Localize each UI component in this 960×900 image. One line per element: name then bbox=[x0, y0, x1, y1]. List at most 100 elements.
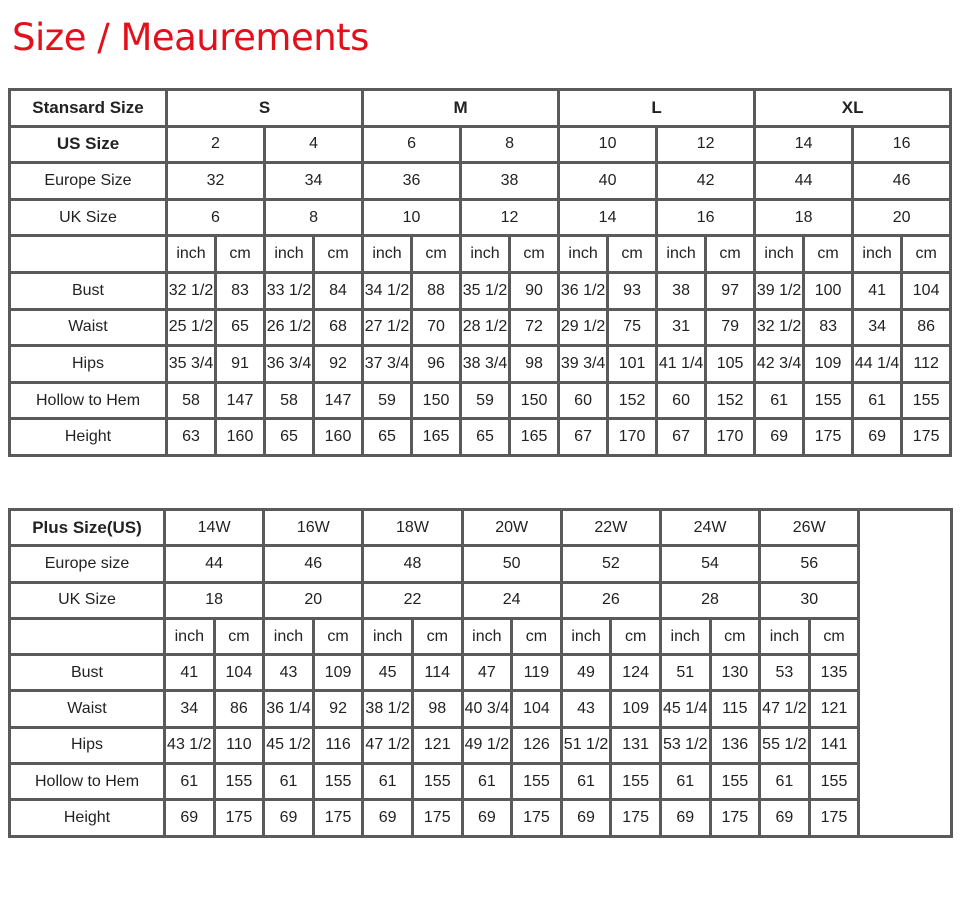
measurement-cell: 61 bbox=[758, 762, 811, 802]
unit-label: cm bbox=[510, 616, 563, 657]
measurement-cell: 34 1/2 bbox=[361, 270, 414, 311]
measurement-cell: 121 bbox=[410, 725, 464, 766]
size-cell: 28 bbox=[658, 580, 762, 620]
unit-label: cm bbox=[704, 234, 757, 274]
measurement-cell: 119 bbox=[510, 653, 563, 693]
measurement-cell: 39 3/4 bbox=[557, 344, 610, 384]
measurement-cell: 60 bbox=[557, 380, 610, 421]
measurement-cell: 155 bbox=[708, 762, 762, 802]
measurement-cell: 44 1/4 bbox=[851, 344, 904, 384]
measurement-row: Hips 35 3/4 91 36 3/4 92 37 3/4 96 38 3/4 98 39 3… bbox=[8, 344, 953, 384]
size-cell: 18 bbox=[753, 197, 855, 238]
unit-label: inch bbox=[459, 234, 512, 274]
measurement-cell: 105 bbox=[704, 344, 757, 384]
page-title: Size / Meaurements bbox=[12, 16, 369, 59]
unit-label: cm bbox=[802, 234, 855, 274]
measurement-cell: 147 bbox=[214, 380, 266, 421]
size-row: Europe size 44 46 48 50 52 54 56 bbox=[8, 544, 952, 584]
measurement-cell: 35 1/2 bbox=[459, 270, 512, 311]
unit-label: cm bbox=[311, 616, 365, 657]
size-cell: 16 bbox=[655, 197, 757, 238]
size-cell: 10 bbox=[361, 197, 463, 238]
measurement-cell: 121 bbox=[807, 689, 861, 729]
measurement-cell: 69 bbox=[262, 798, 315, 838]
row-label: Bust bbox=[8, 270, 168, 311]
measurement-cell: 109 bbox=[311, 653, 365, 693]
measurement-cell: 175 bbox=[410, 798, 464, 838]
measurement-cell: 69 bbox=[753, 417, 806, 457]
unit-label: cm bbox=[708, 616, 762, 657]
measurement-cell: 53 1/2 bbox=[658, 725, 712, 766]
size-header: 24W bbox=[658, 507, 762, 548]
size-header: 16W bbox=[262, 507, 365, 548]
size-cell: 48 bbox=[361, 544, 464, 584]
measurement-cell: 109 bbox=[802, 344, 855, 384]
measurement-cell: 31 bbox=[655, 307, 708, 348]
measurement-cell: 61 bbox=[753, 380, 806, 421]
row-label: Hollow to Hem bbox=[8, 380, 168, 421]
measurement-cell: 59 bbox=[459, 380, 512, 421]
size-cell: 40 bbox=[557, 161, 659, 201]
measurement-cell: 92 bbox=[311, 689, 365, 729]
measurement-cell: 160 bbox=[214, 417, 266, 457]
unit-label: cm bbox=[410, 616, 464, 657]
unit-label: inch bbox=[460, 616, 514, 657]
unit-label: inch bbox=[165, 234, 217, 274]
row-label: Waist bbox=[8, 307, 168, 348]
measurement-row: Hollow to Hem 58 147 58 147 59 150 59 150 60 152 60… bbox=[8, 380, 953, 421]
measurement-cell: 79 bbox=[704, 307, 757, 348]
measurement-cell: 49 bbox=[559, 653, 613, 693]
measurement-cell: 175 bbox=[807, 798, 861, 838]
unit-label: cm bbox=[609, 616, 662, 657]
blank-column bbox=[857, 508, 954, 838]
unit-label: cm bbox=[900, 234, 953, 274]
unit-label: inch bbox=[753, 234, 806, 274]
measurement-cell: 43 bbox=[559, 689, 613, 729]
measurement-cell: 61 bbox=[559, 762, 613, 802]
measurement-cell: 175 bbox=[510, 798, 563, 838]
size-header: 26W bbox=[758, 507, 861, 548]
unit-label: inch bbox=[557, 234, 610, 274]
measurement-cell: 65 bbox=[214, 307, 266, 348]
group-header-row: Stansard Size S M L XL bbox=[8, 88, 953, 128]
measurement-cell: 36 1/2 bbox=[557, 270, 610, 311]
measurement-cell: 65 bbox=[459, 417, 512, 457]
measurement-cell: 155 bbox=[609, 762, 662, 802]
size-cell: 14 bbox=[753, 124, 855, 165]
measurement-cell: 155 bbox=[311, 762, 365, 802]
measurement-cell: 175 bbox=[708, 798, 762, 838]
measurement-cell: 67 bbox=[557, 417, 610, 457]
measurement-cell: 150 bbox=[410, 380, 463, 421]
row-label: Waist bbox=[8, 689, 166, 729]
size-cell: 44 bbox=[753, 161, 855, 201]
measurement-cell: 86 bbox=[900, 307, 953, 348]
measurement-cell: 98 bbox=[508, 344, 561, 384]
size-cell: 54 bbox=[658, 544, 762, 584]
size-cell: 14 bbox=[557, 197, 659, 238]
measurement-cell: 61 bbox=[460, 762, 514, 802]
measurement-row: Hollow to Hem 61 155 61 155 61 155 61 155 61 155 61… bbox=[8, 762, 952, 802]
measurement-cell: 32 1/2 bbox=[165, 270, 217, 311]
measurement-cell: 60 bbox=[655, 380, 708, 421]
size-cell: 42 bbox=[655, 161, 757, 201]
measurement-cell: 67 bbox=[655, 417, 708, 457]
measurement-row: Height 69 175 69 175 69 175 69 175 69 175 69 175 69 17… bbox=[8, 798, 952, 838]
measurement-cell: 28 1/2 bbox=[459, 307, 512, 348]
row-label: Height bbox=[8, 417, 168, 457]
size-cell: 38 bbox=[459, 161, 561, 201]
size-row: Europe Size 32 34 36 38 40 42 44 46 bbox=[8, 161, 953, 201]
unit-label: inch bbox=[262, 616, 315, 657]
measurement-cell: 155 bbox=[807, 762, 861, 802]
measurement-cell: 61 bbox=[361, 762, 414, 802]
row-label: Height bbox=[8, 798, 166, 838]
measurement-cell: 115 bbox=[708, 689, 762, 729]
measurement-cell: 61 bbox=[163, 762, 216, 802]
header-label: Plus Size(US) bbox=[8, 507, 166, 548]
measurement-cell: 175 bbox=[311, 798, 365, 838]
measurement-cell: 45 bbox=[361, 653, 414, 693]
size-cell: 50 bbox=[460, 544, 563, 584]
measurement-cell: 170 bbox=[606, 417, 659, 457]
row-label: UK Size bbox=[8, 197, 168, 238]
measurement-cell: 37 3/4 bbox=[361, 344, 414, 384]
measurement-cell: 90 bbox=[508, 270, 561, 311]
